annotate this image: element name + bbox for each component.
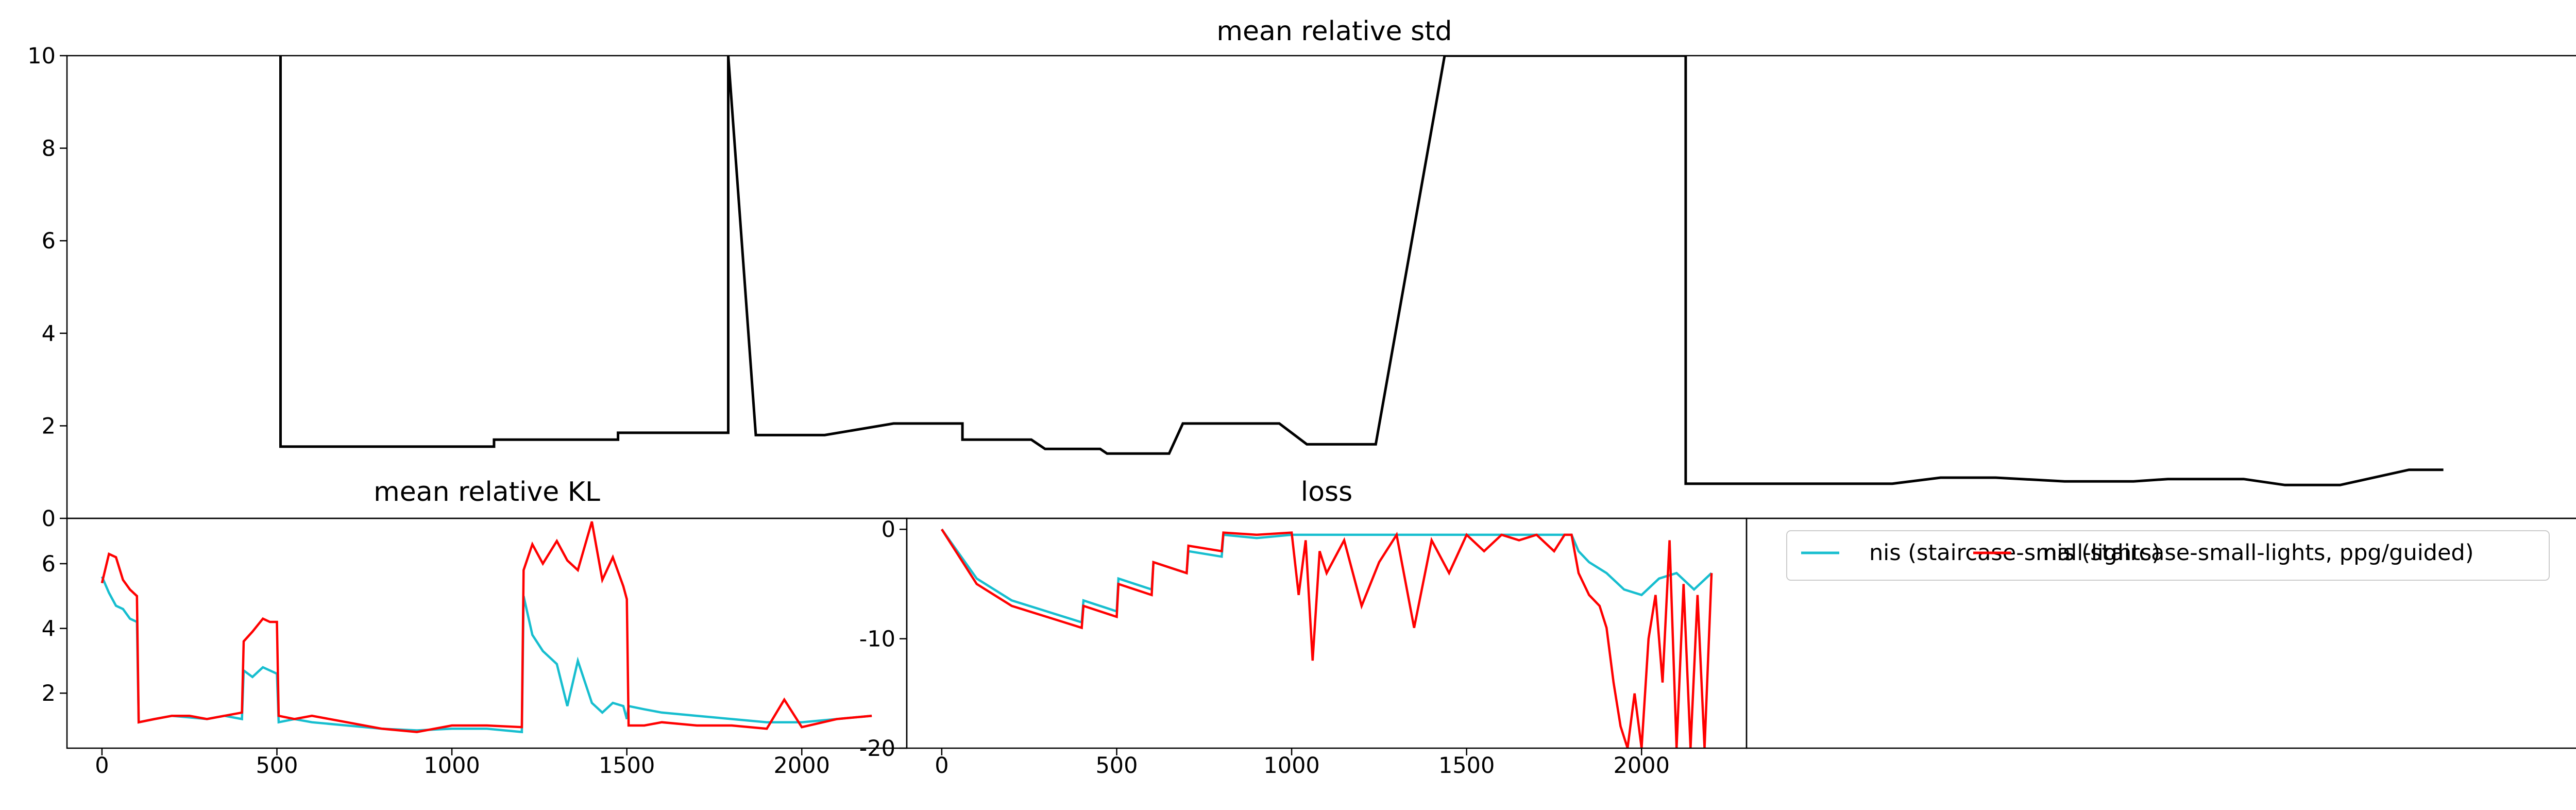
loss-xtick-label-2: 1000 [1263, 753, 1319, 779]
kl-ytick-label-0: 2 [42, 681, 56, 706]
kl-title: mean relative KL [374, 477, 600, 508]
loss-xtick-label-4: 2000 [1614, 753, 1670, 779]
legend-panel: nis (staircase-small-lights) nis (stairc… [1745, 517, 2576, 749]
kl-panel: mean relative KL 2 4 6 0 500 1000 1500 2000 [42, 477, 908, 779]
loss-yticks: 0 -10 -20 [859, 517, 907, 762]
kl-series-line-1 [100, 521, 872, 733]
kl-ytick-label-2: 6 [42, 551, 56, 577]
loss-xtick-label-0: 0 [935, 753, 948, 779]
loss-series-line-1 [941, 528, 1713, 748]
std-ytick-label-2: 4 [42, 321, 56, 347]
loss-ytick-label-2: -20 [859, 736, 895, 762]
loss-series [941, 528, 1713, 748]
kl-ytick-label-1: 4 [42, 616, 56, 642]
loss-title: loss [1301, 477, 1352, 508]
std-title: mean relative std [1216, 16, 1452, 47]
loss-ytick-label-0: 0 [882, 517, 895, 543]
loss-ytick-label-1: -10 [859, 627, 895, 652]
loss-xticks: 0 500 1000 1500 2000 [935, 748, 1670, 779]
loss-panel: loss 0 -10 -20 0 500 1000 1500 2000 [859, 477, 1748, 779]
kl-xtick-label-3: 1500 [599, 753, 655, 779]
loss-xtick-label-3: 1500 [1438, 753, 1495, 779]
kl-yticks: 2 4 6 [42, 551, 67, 706]
std-ytick-label-1: 2 [42, 413, 56, 439]
legend-frame [1745, 517, 2576, 749]
std-series-line-0 [279, 56, 2444, 486]
std-yticks: 0 2 4 6 8 10 [27, 43, 67, 532]
kl-series [100, 521, 872, 734]
std-ytick-label-4: 8 [42, 136, 56, 162]
kl-xtick-label-1: 500 [256, 753, 298, 779]
legend-label-red: nis (staircase-small-lights, ppg/guided) [2043, 540, 2473, 566]
std-series [279, 56, 2444, 486]
legend-label-cyan: nis (staircase-small-lights) [1869, 540, 2160, 566]
kl-xtick-label-2: 1000 [423, 753, 480, 779]
std-ytick-label-5: 10 [27, 43, 56, 69]
std-ytick-label-0: 0 [42, 506, 56, 532]
kl-xticks: 0 500 1000 1500 2000 [95, 748, 830, 779]
std-ytick-label-3: 6 [42, 228, 56, 254]
kl-xtick-label-0: 0 [95, 753, 109, 779]
legend-box [1786, 530, 2550, 581]
kl-xtick-label-4: 2000 [774, 753, 830, 779]
loss-xtick-label-1: 500 [1095, 753, 1138, 779]
loss-series-line-0 [941, 528, 1713, 624]
